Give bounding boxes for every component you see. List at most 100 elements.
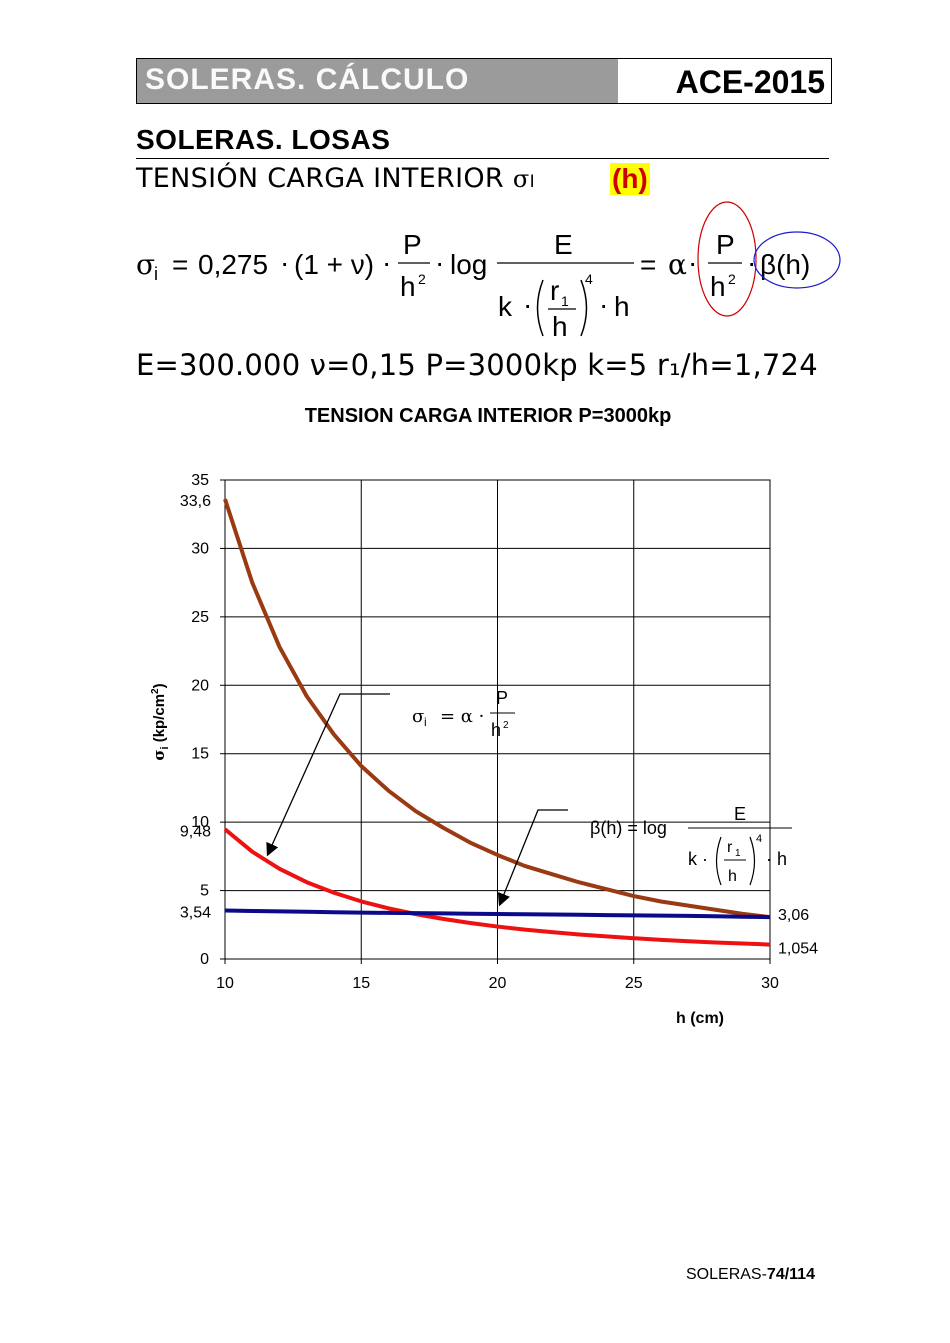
chart-extra-labels: 33,6 9,48 3,54 3,06 1,054	[180, 493, 818, 957]
annotation-sigma-rhs: = α ·	[440, 706, 484, 727]
formula-dot-5: ·	[599, 289, 608, 320]
x-tick-label: 25	[625, 975, 643, 992]
annotation-sigma-den-sup: 2	[503, 720, 509, 731]
arrow-to-red-curve	[266, 693, 390, 857]
formula-beta: β(h)	[760, 249, 810, 280]
page-footer: SOLERAS-74/114	[686, 1266, 815, 1284]
formula-sigma-sub: i	[154, 264, 158, 284]
y-axis-label: σi (kp/cm2)	[150, 683, 171, 760]
annotation-beta-h: h	[728, 868, 737, 885]
y-axis-label-sub: i	[159, 746, 171, 749]
main-formula: σ i = 0,275 · (1 + ν) · P h 2 · log E k …	[136, 201, 841, 342]
formula-dot-7: ·	[747, 247, 756, 278]
formula-dot-4: ·	[523, 289, 532, 320]
parameters-line: E=300.000 ν=0,15 P=3000kp k=5 r₁/h=1,724	[136, 348, 818, 382]
annotation-beta-tail: · h	[766, 849, 787, 869]
y-tick-label: 10	[191, 814, 209, 831]
subtitle-symbol: σ	[512, 165, 530, 193]
formula-dot-2: ·	[382, 247, 391, 278]
highlight-y-label: 3,54	[180, 905, 211, 922]
annotation-sigma: σ i = α · P h 2	[412, 688, 515, 740]
section-title: SOLERAS. LOSAS	[136, 124, 391, 155]
y-tick-label: 20	[191, 677, 209, 694]
header-gray-band: SOLERAS. CÁLCULO	[137, 59, 618, 103]
section-subtitle: TENSIÓN CARGA INTERIOR σI	[136, 163, 535, 194]
formula-sq-1: 2	[418, 271, 426, 287]
arrow-to-blue-curve	[497, 809, 568, 907]
formula-log: log	[450, 249, 487, 280]
x-tick-label: 15	[352, 975, 370, 992]
highlight-y-label: 9,48	[180, 823, 211, 840]
y-tick-label: 0	[200, 951, 209, 968]
annotation-beta-paren-right	[749, 836, 756, 886]
red-oval	[697, 201, 757, 317]
formula-r-sub: 1	[561, 293, 569, 309]
annotation-beta-lhs: β(h) = log	[590, 818, 667, 838]
formula-coef: 0,275	[198, 249, 268, 280]
formula-P-1: P	[403, 229, 422, 260]
formula-dot-3: ·	[435, 247, 444, 278]
x-axis-label: h (cm)	[676, 1010, 724, 1027]
formula-k: k	[498, 291, 513, 322]
highlight-y-label: 33,6	[180, 493, 211, 510]
tension-chart: TENSION CARGA INTERIOR P=3000kp 05101520…	[150, 405, 818, 1027]
formula-r: r	[550, 275, 559, 306]
annotation-sigma-den: h	[491, 720, 501, 740]
x-tick-label: 30	[761, 975, 779, 992]
section-divider	[136, 158, 829, 159]
formula-pow4: 4	[585, 271, 593, 287]
chart-grid	[224, 479, 771, 960]
formula-h-1: h	[400, 271, 416, 302]
annotation-beta-r: r	[727, 839, 733, 856]
series-line-red	[223, 827, 771, 947]
h-badge: (h)	[610, 163, 650, 195]
annotation-sigma-sub: i	[424, 715, 427, 729]
header-right-title: ACE-2015	[675, 64, 825, 100]
y-tick-label: 5	[200, 883, 209, 900]
annotation-beta: β(h) = log E k · r 1 h 4 · h	[590, 804, 792, 886]
x-tick-label: 20	[489, 975, 507, 992]
y-tick-label: 35	[191, 472, 209, 489]
formula-paren-left	[536, 279, 544, 337]
chart-title: TENSION CARGA INTERIOR P=3000kp	[305, 405, 672, 427]
formula-P-2: P	[716, 229, 735, 260]
annotation-beta-num: E	[734, 804, 746, 824]
formula-sigma: σ	[136, 248, 155, 281]
formula-paren-right	[580, 279, 588, 337]
chart-series	[223, 498, 771, 947]
y-axis-label-close: )	[151, 683, 168, 688]
footer-page: 74/114	[766, 1266, 815, 1283]
series-line-brown	[223, 498, 771, 920]
formula-alpha: α	[668, 248, 687, 281]
annotation-beta-k: k ·	[688, 849, 708, 869]
subtitle-subscript: I	[529, 172, 535, 192]
subtitle-text: TENSIÓN CARGA INTERIOR	[136, 163, 504, 194]
formula-dot-1: ·	[280, 247, 289, 278]
y-tick-label: 25	[191, 609, 209, 626]
header-left-title: SOLERAS. CÁLCULO	[145, 63, 470, 96]
annotation-beta-pow: 4	[756, 833, 762, 845]
formula-sq-2: 2	[728, 271, 736, 287]
blue-oval	[753, 231, 841, 289]
formula-h-2: h	[552, 311, 568, 342]
formula-equals-2: =	[640, 249, 656, 280]
y-tick-label: 15	[191, 746, 209, 763]
footer-prefix: SOLERAS-	[686, 1266, 767, 1283]
y-axis-label-sup: 2	[150, 688, 161, 694]
formula-paren-term: (1 + ν)	[294, 249, 374, 280]
formula-equals-1: =	[172, 249, 188, 280]
annotation-beta-r-sub: 1	[735, 848, 741, 859]
x-tick-label: 10	[216, 975, 234, 992]
y-axis-label-unit: (kp/cm	[151, 694, 168, 747]
y-tick-label: 30	[191, 540, 209, 557]
series-line-blue	[224, 908, 771, 920]
end-value-label: 1,054	[778, 941, 818, 958]
page-header: SOLERAS. CÁLCULO ACE-2015	[136, 58, 832, 104]
formula-h-3: h	[614, 291, 630, 322]
end-value-label: 3,06	[778, 907, 809, 924]
annotation-sigma-lhs: σ	[412, 706, 424, 727]
formula-dot-6: ·	[688, 247, 697, 278]
annotation-sigma-num: P	[496, 688, 508, 708]
chart-ticks: 0 5 10 15 20 25 30 35 10 15 20 25 30	[191, 472, 779, 992]
formula-E: E	[554, 229, 573, 260]
